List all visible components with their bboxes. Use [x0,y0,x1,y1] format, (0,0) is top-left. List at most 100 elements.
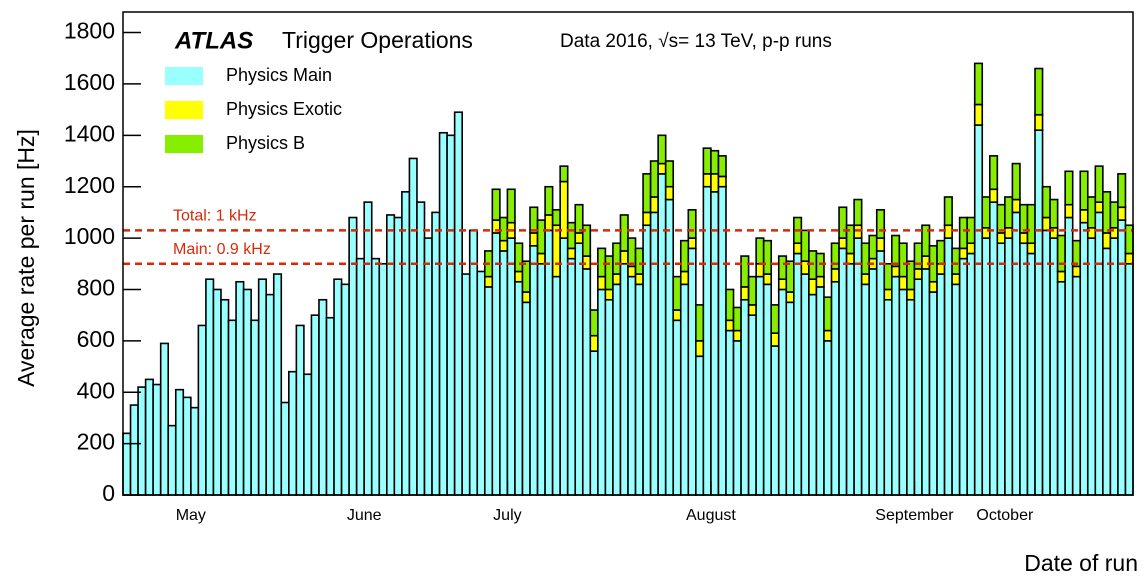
bar-segment [581,268,592,496]
bar-segment [1086,237,1097,496]
bar-segment [883,288,893,301]
bar-segment [725,329,735,496]
bar-segment [514,280,524,496]
bar-segment [664,185,675,201]
bar-segment [506,188,516,224]
bar-segment [408,157,418,496]
bar-segment [672,309,682,322]
bar-segment [770,345,780,496]
bar-segment [1049,198,1059,229]
bar-segment [717,155,727,178]
bar-segment [499,216,509,242]
bar-segment [785,291,795,304]
bar-segment [137,386,147,496]
bar-segment [1071,265,1082,278]
bar-segment [695,304,705,342]
bar-segment [1094,201,1104,214]
y-tick-label: 400 [77,377,115,403]
bar-segment [205,278,215,496]
bar-segment [943,196,953,227]
bar-segment [1011,198,1021,214]
bar-segment [1011,211,1021,496]
bar-segment [499,239,509,252]
bar-segment [1064,170,1074,206]
bar-segment [830,280,840,496]
bar-segment [378,262,388,496]
bar-segment [627,265,637,278]
bar-segment [702,173,712,188]
bar-segment [1094,211,1104,496]
bar-segment [868,268,878,496]
bar-segment [401,191,411,496]
bar-segment [777,288,788,496]
bar-segment [612,283,622,496]
bar-segment [747,314,757,496]
bar-segment [1064,216,1074,496]
y-tick-label: 1400 [64,120,115,146]
bar-segment [860,273,870,286]
bar-segment [521,260,531,293]
bar-segment [747,304,757,316]
bar-segment [1041,185,1051,219]
bar-segment [860,283,870,496]
bar-segment [529,244,539,496]
bar-segment [1079,209,1089,224]
bar-segment [1124,262,1134,496]
bar-segment [544,185,554,216]
bar-segment [883,262,893,291]
bar-segment [551,224,561,278]
bar-segment [295,324,305,496]
bar-segment [695,340,705,358]
bar-segment [951,247,961,275]
bar-segment [468,229,479,496]
x-tick-label: October [976,507,1034,524]
y-tick-label: 800 [77,275,115,301]
bar-segment [483,275,494,288]
bar-segment [1034,67,1044,116]
bar-segment [860,242,870,275]
bar-segment [559,165,569,183]
bar-segment [710,149,720,175]
bar-segment [921,255,931,270]
bar-segment [853,237,863,496]
bar-segment [732,329,742,342]
reference-label: Main: 0.9 kHz [173,241,271,258]
bar-segment [679,239,690,273]
x-tick-label: September [875,507,954,524]
bar-segment [190,406,200,496]
bar-segment [664,160,675,188]
bar-segment [973,124,984,496]
bar-segment [333,278,343,496]
bar-segment [845,252,855,265]
bar-segment [521,291,531,304]
bar-segment [1102,247,1112,496]
bar-segment [898,275,908,291]
bar-segment [996,242,1006,496]
bar-segment [559,237,569,496]
bar-segment [129,404,139,496]
bar-segment [634,247,644,275]
bar-segment [604,288,614,301]
bar-segment [574,232,584,245]
bar-segment [1064,203,1074,219]
legend-label: Physics Main [226,65,332,85]
bar-segment [725,288,735,322]
bar-segment [174,388,185,496]
bar-segment [1004,196,1014,229]
bar-segment [574,242,584,496]
bar-segment [227,319,237,496]
bar-segment [529,206,539,234]
bar-segment [1079,170,1089,211]
bar-segment [597,247,607,278]
bar-segment [220,298,230,496]
bar-segment [883,298,893,496]
y-tick-label: 1800 [64,18,115,44]
bar-segment [672,319,682,496]
bar-segment [875,237,886,252]
bar-segment [747,275,757,306]
legend-label: Physics Exotic [226,99,342,119]
bar-segment [310,314,320,496]
bar-segment [1026,203,1036,245]
bar-segment [619,262,629,496]
bar-segment [755,275,765,496]
